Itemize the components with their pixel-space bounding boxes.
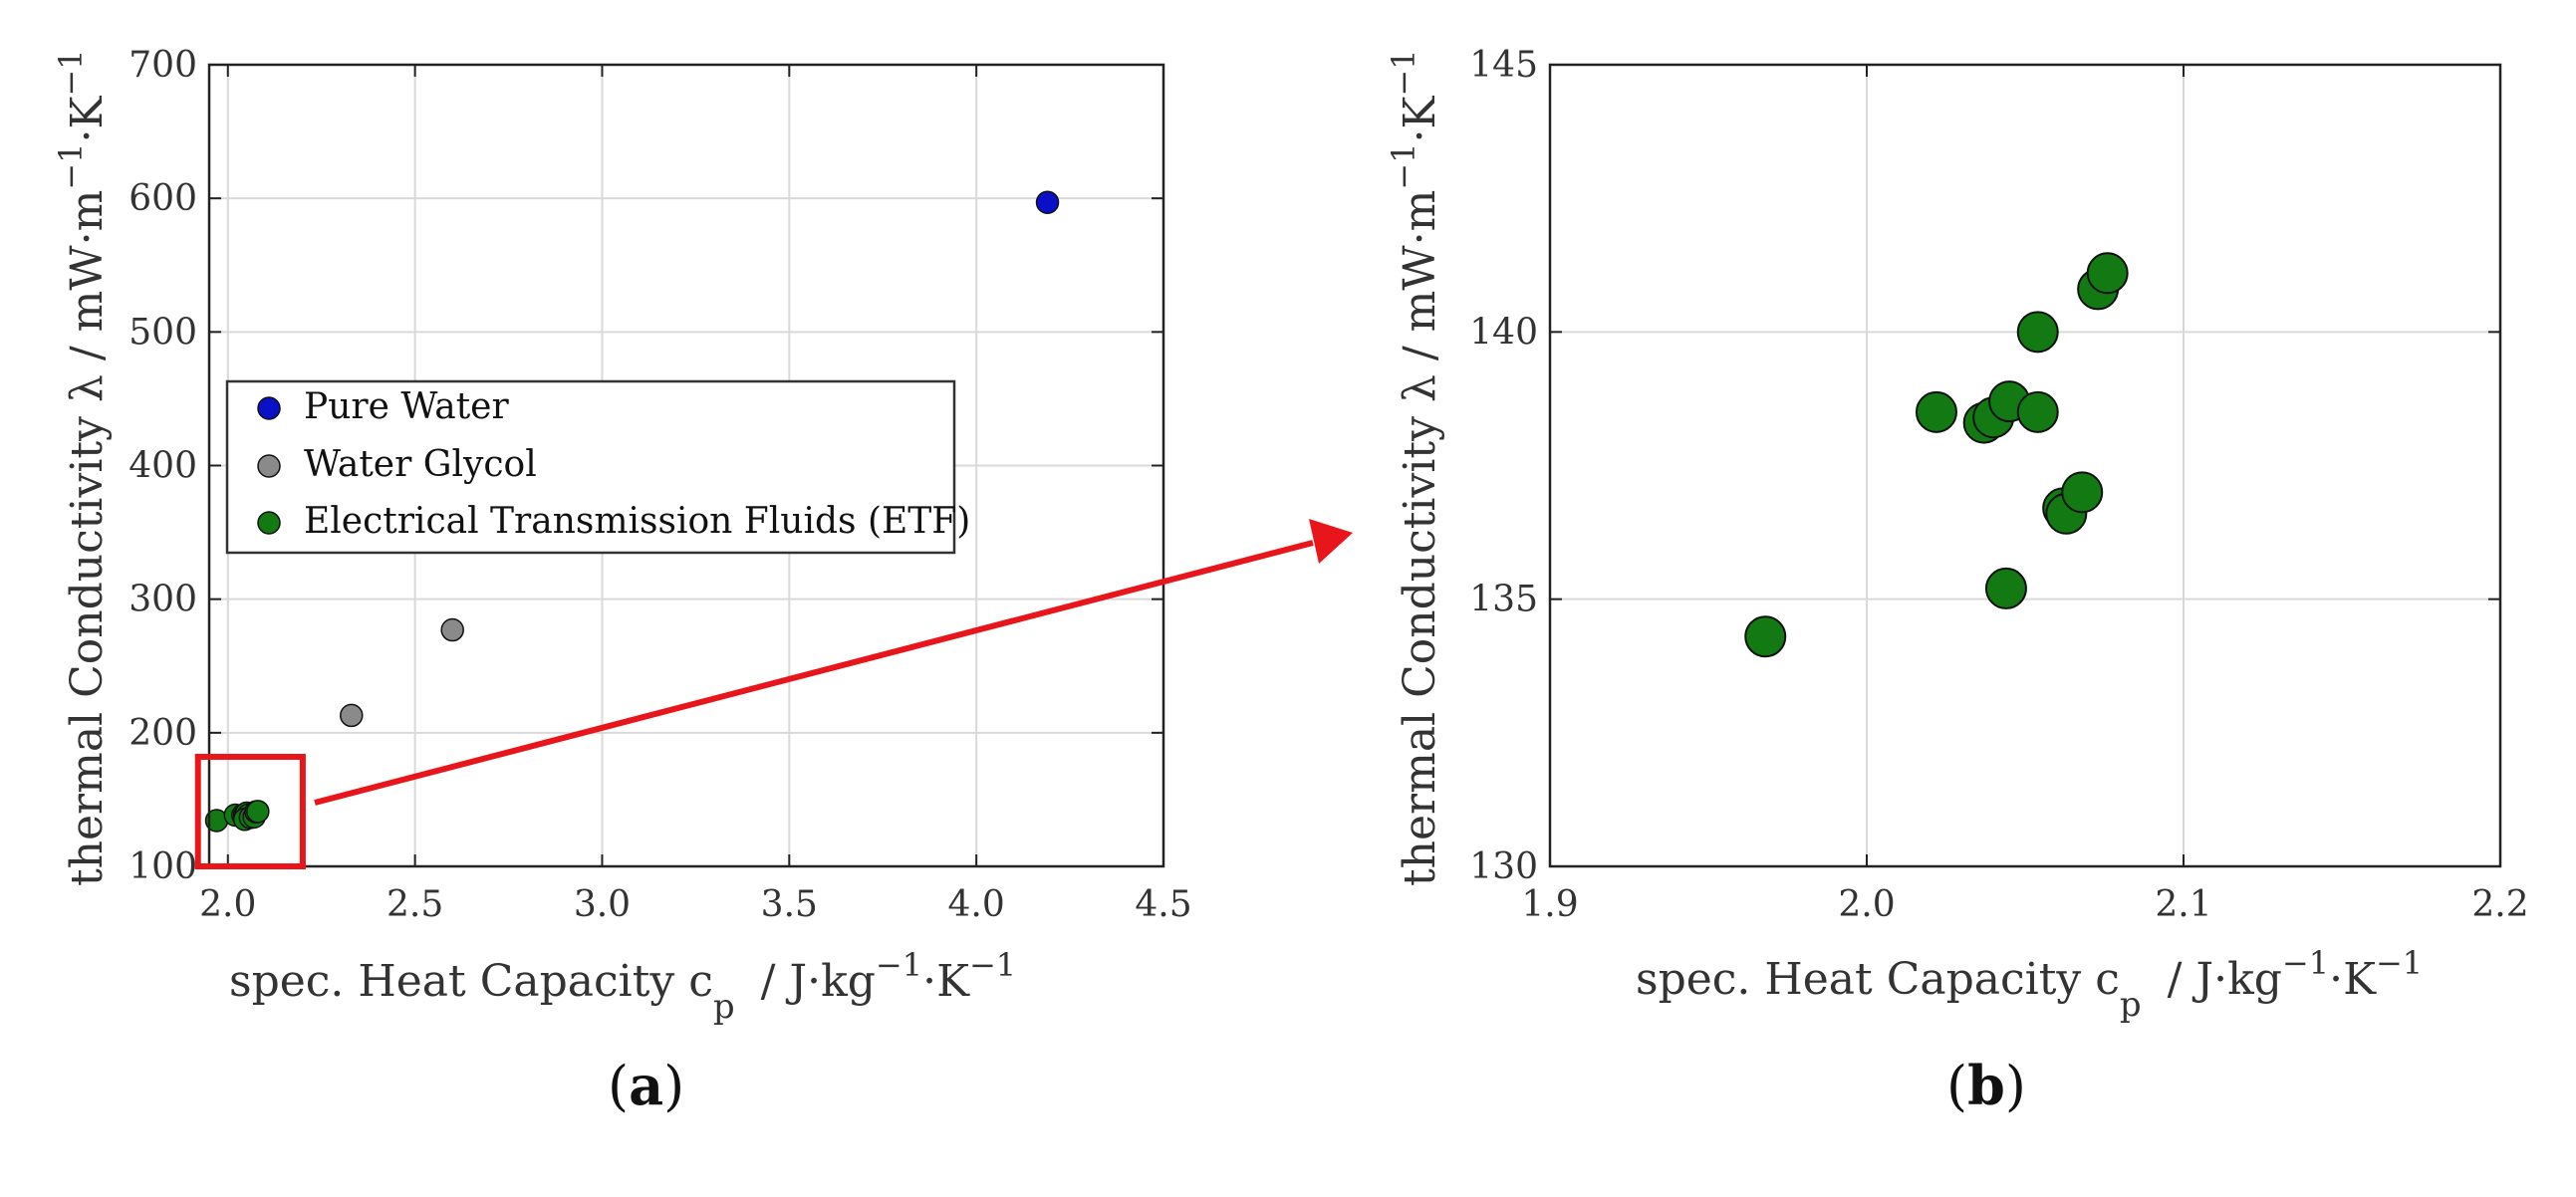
data-point bbox=[340, 703, 364, 728]
chart-b-ylabel: thermal Conductivity λ / mW·m−1·K−1 bbox=[1385, 50, 1445, 887]
data-point bbox=[2086, 252, 2129, 295]
x-tick-label: 2.1 bbox=[2155, 884, 2211, 925]
data-point bbox=[246, 800, 270, 824]
x-tick-label: 3.0 bbox=[574, 884, 631, 925]
x-tick-label: 3.5 bbox=[761, 884, 818, 925]
chart-b-points bbox=[1744, 252, 2129, 658]
data-point bbox=[1984, 567, 2027, 609]
chart-a-grid bbox=[209, 65, 1163, 866]
chart-a-points bbox=[204, 190, 1060, 833]
chart-b-xlabel: spec. Heat Capacity cp / J·kg−1·K−1 bbox=[1636, 944, 2423, 1025]
x-tick-label: 1.9 bbox=[1521, 884, 1578, 925]
y-tick-label: 130 bbox=[1469, 846, 1538, 887]
chart-a-ticks: 2.0 2.5 3.0 3.5 4.0 4.5 100 200 300 400 500 600 700 bbox=[129, 45, 1191, 925]
x-tick-label: 4.5 bbox=[1135, 884, 1191, 925]
chart-b-grid bbox=[1550, 65, 2500, 866]
data-point bbox=[1915, 390, 1957, 433]
y-tick-label: 600 bbox=[129, 178, 197, 219]
data-point bbox=[2061, 471, 2104, 514]
legend-label-water-glycol: Water Glycol bbox=[304, 444, 537, 485]
legend-marker-pure-water bbox=[257, 396, 281, 420]
y-tick-label: 145 bbox=[1469, 45, 1538, 86]
x-tick-label: 2.0 bbox=[199, 884, 256, 925]
data-point bbox=[1744, 615, 1787, 658]
y-tick-label: 100 bbox=[129, 846, 197, 887]
data-point bbox=[1035, 190, 1060, 214]
y-tick-label: 200 bbox=[129, 713, 197, 754]
panel-label-a: (a) bbox=[608, 1054, 685, 1117]
legend-label-pure-water: Pure Water bbox=[304, 386, 509, 427]
x-tick-label: 4.0 bbox=[948, 884, 1005, 925]
y-tick-label: 135 bbox=[1469, 580, 1538, 620]
data-point bbox=[440, 617, 464, 642]
data-point bbox=[2016, 390, 2059, 433]
legend-marker-water-glycol bbox=[257, 454, 281, 478]
data-point bbox=[2016, 311, 2059, 354]
legend: Pure Water Water Glycol Electrical Trans… bbox=[225, 379, 970, 555]
y-tick-label: 300 bbox=[129, 580, 197, 620]
zoom-box bbox=[194, 753, 306, 870]
zoom-arrow bbox=[314, 519, 1353, 806]
chart-a-ylabel: thermal Conductivity λ / mW·m−1·K−1 bbox=[52, 50, 113, 887]
y-tick-label: 700 bbox=[129, 45, 197, 86]
legend-label-etf: Electrical Transmission Fluids (ETF) bbox=[304, 501, 970, 542]
x-tick-label: 2.2 bbox=[2471, 884, 2528, 925]
legend-marker-etf bbox=[257, 511, 281, 535]
y-tick-label: 140 bbox=[1469, 312, 1538, 353]
chart-b: 1.9 2.0 2.1 2.2 130 135 140 145 spec. Heat Capa… bbox=[1385, 45, 2529, 1025]
chart-a: 2.0 2.5 3.0 3.5 4.0 4.5100200300400500600700 … bbox=[52, 45, 1192, 1027]
chart-b-ticks: 1.9 2.0 2.1 2.2 130 135 140 145 bbox=[1469, 45, 2528, 925]
chart-a-xlabel: spec. Heat Capacity cp / J·kg−1·K−1 bbox=[229, 946, 1016, 1027]
x-tick-label: 2.0 bbox=[1838, 884, 1895, 925]
chart-b-frame bbox=[1548, 63, 2502, 868]
y-tick-label: 400 bbox=[129, 446, 197, 487]
y-tick-label: 500 bbox=[129, 312, 197, 353]
x-tick-label: 2.5 bbox=[386, 884, 443, 925]
panel-label-b: (b) bbox=[1946, 1054, 2026, 1117]
